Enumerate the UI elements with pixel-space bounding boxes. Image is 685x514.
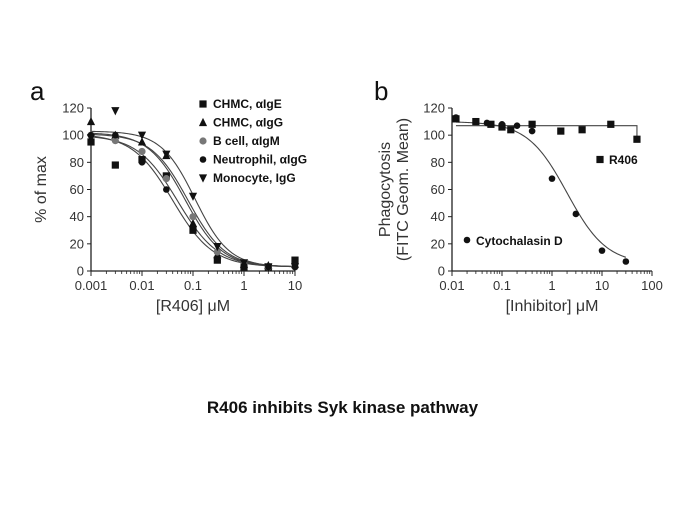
data-point xyxy=(528,120,536,128)
x-axis-label: [Inhibitor] μM xyxy=(506,298,599,315)
legend-label: CHMC, αIgE xyxy=(213,97,282,111)
y-tick-label: 100 xyxy=(423,128,445,143)
data-point xyxy=(264,263,273,272)
x-tick-label: 0.1 xyxy=(493,278,511,293)
data-point xyxy=(557,127,565,135)
data-point xyxy=(111,161,119,169)
x-tick-label: 0.1 xyxy=(184,278,202,293)
x-tick-label: 0.001 xyxy=(75,278,108,293)
data-point xyxy=(472,118,480,125)
x-tick-label: 0.01 xyxy=(129,278,154,293)
y-tick-label: 20 xyxy=(431,236,445,251)
y-tick-label: 20 xyxy=(70,236,84,251)
data-point xyxy=(498,121,506,128)
legend-marker xyxy=(199,137,207,145)
series-label: R406 xyxy=(609,153,638,167)
y-tick-label: 60 xyxy=(70,182,84,197)
data-point xyxy=(111,137,119,145)
data-point xyxy=(162,175,170,183)
data-point xyxy=(507,126,515,134)
y-tick-label: 0 xyxy=(438,264,445,279)
y-tick-label: 60 xyxy=(431,182,445,197)
y-axis-label: Phagocytosis xyxy=(377,142,394,237)
data-point xyxy=(513,122,521,129)
panel-label: b xyxy=(374,76,388,106)
data-point xyxy=(622,258,630,265)
legend-marker xyxy=(198,117,208,127)
legend-marker xyxy=(198,174,208,183)
data-point xyxy=(578,126,586,134)
y-tick-label: 80 xyxy=(70,155,84,170)
data-point xyxy=(548,175,556,182)
legend-label: B cell, αIgM xyxy=(213,134,280,148)
y-axis-label-2: (FITC Geom. Mean) xyxy=(395,118,412,261)
y-tick-label: 100 xyxy=(62,128,84,143)
data-point xyxy=(86,116,96,126)
data-point xyxy=(487,120,495,128)
data-point xyxy=(452,114,460,121)
series-label-marker xyxy=(596,155,604,164)
data-point xyxy=(163,186,170,193)
data-point xyxy=(633,135,641,143)
data-point xyxy=(607,120,615,128)
data-point xyxy=(111,107,120,116)
x-tick-label: 1 xyxy=(240,278,247,293)
legend-marker xyxy=(199,156,207,163)
y-tick-label: 0 xyxy=(77,264,84,279)
y-tick-label: 40 xyxy=(70,209,84,224)
data-point xyxy=(572,210,580,218)
data-point xyxy=(188,192,198,201)
series-group xyxy=(86,107,300,272)
y-tick-label: 120 xyxy=(62,101,84,116)
series-group xyxy=(452,115,641,143)
x-tick-label: 0.01 xyxy=(439,278,464,293)
data-point xyxy=(138,159,146,166)
legend-label: Monocyte, IgG xyxy=(213,171,296,185)
data-point xyxy=(189,213,197,221)
y-tick-label: 120 xyxy=(423,101,445,116)
x-tick-label: 100 xyxy=(641,278,663,293)
data-point xyxy=(214,256,221,264)
legend-label: CHMC, αIgG xyxy=(213,116,283,130)
series-group xyxy=(452,114,630,265)
data-point xyxy=(112,131,119,139)
data-point xyxy=(189,224,197,231)
y-tick-label: 40 xyxy=(431,209,445,224)
legend-marker xyxy=(199,100,207,108)
x-axis-label: [R406] μM xyxy=(156,298,230,315)
y-axis-label: % of max xyxy=(33,156,50,223)
data-point xyxy=(213,242,222,252)
x-tick-label: 10 xyxy=(288,278,302,293)
data-point xyxy=(86,134,96,143)
data-point xyxy=(213,248,221,256)
data-point xyxy=(138,147,146,156)
data-point xyxy=(483,119,491,127)
legend-label: Neutrophil, αIgG xyxy=(213,153,307,167)
x-tick-label: 1 xyxy=(548,278,555,293)
series-label: Cytochalasin D xyxy=(476,234,563,248)
data-point xyxy=(528,127,536,135)
figure-caption: R406 inhibits Syk kinase pathway xyxy=(206,398,479,417)
y-tick-label: 80 xyxy=(431,155,445,170)
data-point xyxy=(137,137,147,146)
data-point xyxy=(290,263,300,272)
data-point xyxy=(137,131,147,140)
series-label-marker xyxy=(463,236,471,244)
data-point xyxy=(162,150,171,159)
data-point xyxy=(598,247,606,254)
panel-label: a xyxy=(30,76,45,106)
x-tick-label: 10 xyxy=(595,278,609,293)
data-point xyxy=(239,259,249,268)
